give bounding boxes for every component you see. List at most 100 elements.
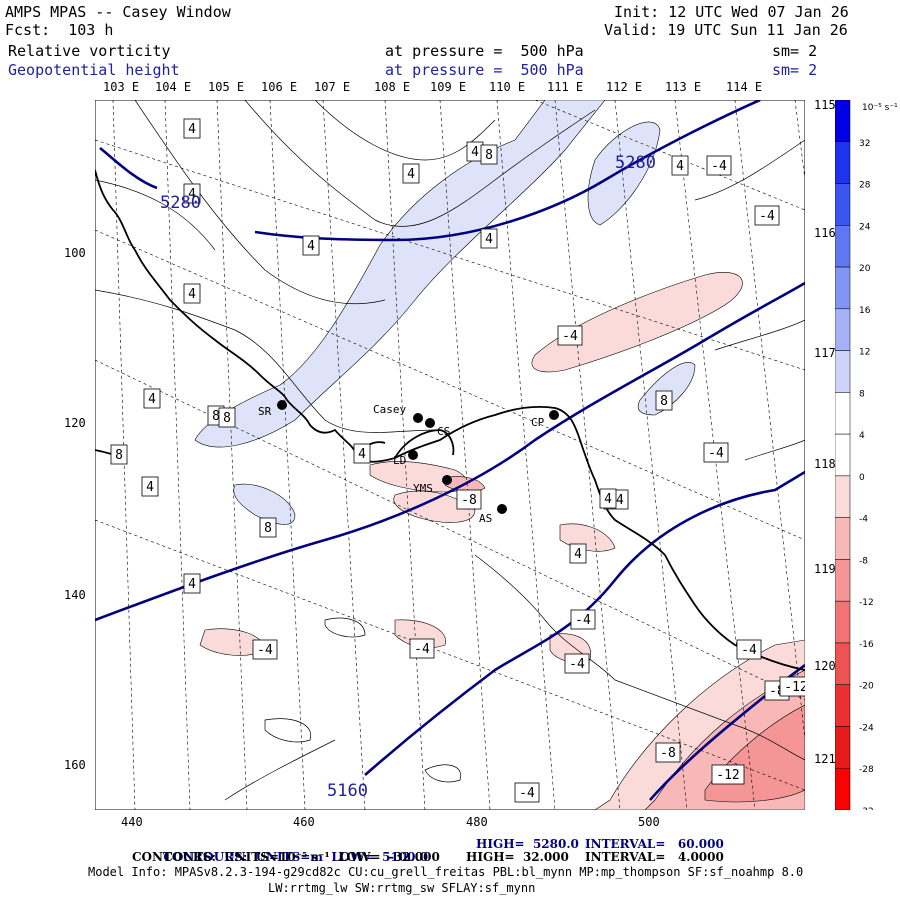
contour-label: -4: [711, 159, 727, 174]
contour-label: -4: [575, 613, 591, 628]
contour-label: 4: [146, 480, 154, 495]
colorbar-swatch: [835, 225, 851, 268]
y-axis-label: 100: [64, 246, 86, 260]
station-dot-casey: [413, 413, 423, 423]
colorbar-label: -24: [859, 723, 874, 733]
field1-name: Relative vorticity: [8, 42, 171, 60]
colorbar-label: 0: [859, 473, 865, 483]
contour-label: 8: [115, 448, 123, 463]
contour-label-box: [564, 653, 590, 674]
station-label-casey: Casey: [373, 403, 406, 416]
contour-label: 4: [148, 392, 156, 407]
contour-label-box: [569, 543, 587, 564]
station-dot-cs: [425, 418, 435, 428]
contour-label: 4: [574, 547, 582, 562]
x-axis-label: 500: [638, 815, 660, 829]
field1-level: at pressure = 500 hPa: [385, 42, 584, 60]
contour-label: 8: [223, 411, 231, 426]
station-label-ld: LD: [393, 454, 406, 467]
station-label-cp: CP: [531, 416, 545, 429]
lon-label: 113 E: [665, 80, 702, 94]
station-dot-cp: [549, 410, 559, 420]
colorbar-swatch: [835, 392, 851, 435]
contour-label-box: [402, 163, 420, 184]
colorbar-label: -20: [859, 682, 874, 692]
contour-label-box: [514, 782, 540, 803]
contour-label: -4: [414, 642, 430, 657]
window-title: AMPS MPAS -- Casey Window: [5, 3, 231, 21]
contour-label: 4: [188, 122, 196, 137]
colorbar-unit: 10⁻⁵ s⁻¹: [862, 103, 898, 113]
contour-label-box: [183, 283, 201, 304]
footer-vort-high: HIGH= 32.000: [466, 850, 569, 864]
contour-label-box: [456, 489, 482, 510]
colorbar-swatch: [835, 141, 851, 184]
contour-label: -4: [562, 329, 578, 344]
lon-label: 111 E: [547, 80, 584, 94]
colorbar-label: 12: [859, 348, 870, 358]
contour-label: 4: [407, 167, 415, 182]
lon-label: 114 E: [726, 80, 763, 94]
contour-label-box: [141, 476, 159, 497]
contour-label: -4: [519, 786, 535, 801]
contour-label-box: [353, 443, 371, 464]
field2-smoothing: sm= 2: [772, 61, 818, 79]
field1-smoothing: sm= 2: [772, 42, 818, 60]
contour-label-box: [143, 388, 161, 409]
colorbar-swatch: [835, 475, 851, 518]
contour-label-box: [754, 205, 780, 226]
lon-label: 108 E: [374, 80, 411, 94]
lon-label: 104 E: [155, 80, 192, 94]
colorbar-swatch: [835, 100, 851, 143]
height-contours: [95, 100, 805, 801]
contour-label: 8: [660, 394, 668, 409]
contour-label: -4: [257, 643, 273, 658]
positive-vorticity-shading: [194, 100, 696, 525]
contour-label: -12: [784, 680, 805, 695]
lon-label: 112 E: [606, 80, 643, 94]
colorbar-label: -4: [859, 515, 868, 525]
contour-label-box: [736, 639, 762, 660]
station-label-sr: SR: [258, 405, 272, 418]
footer-model-info: Model Info: MPASv8.2.3-194-g29cd82c CU:c…: [88, 865, 804, 879]
valid-time: Valid: 19 UTC Sun 11 Jan 26: [604, 21, 848, 39]
contour-label-box: [480, 228, 498, 249]
colorbar: 10⁻⁵ s⁻¹ 32 28 24 20 16 12 8 4 0 -4 -8 -12 -16 -20 -24 -…: [835, 100, 898, 810]
colorbar-swatch: [835, 183, 851, 226]
height-label-5160: 5160: [327, 781, 368, 801]
colorbar-swatch: [835, 308, 851, 351]
station-label-as: AS: [479, 512, 492, 525]
colorbar-swatch: [835, 726, 851, 769]
colorbar-swatch: [835, 266, 851, 310]
y-axis-label: 120: [64, 416, 86, 430]
footer-height-high: HIGH= 5280.0: [476, 837, 579, 851]
contour-label: -4: [759, 209, 775, 224]
footer-vort-contours: CONTOURS: UNITS=10⁻⁵ s⁻¹ LOW= -32.000: [132, 850, 440, 864]
contour-label: 8: [264, 521, 272, 536]
contour-label-box: [779, 676, 805, 697]
x-axis-label: 440: [121, 815, 143, 829]
forecast-hour: Fcst: 103 h: [5, 21, 114, 39]
footer-model-info-2: LW:rrtmg_lw SW:rrtmg_sw SFLAY:sf_mynn: [268, 881, 536, 895]
contour-label: -8: [660, 746, 676, 761]
colorbar-label: 28: [859, 181, 871, 191]
contour-label: 4: [188, 187, 196, 202]
contour-label-box: [557, 325, 583, 346]
contour-label-box: [302, 235, 320, 256]
contour-label-box: [110, 444, 128, 465]
contour-label: -4: [741, 643, 757, 658]
contour-label: 4: [307, 239, 315, 254]
lon-label: 105 E: [208, 80, 245, 94]
colorbar-label: 24: [859, 222, 871, 232]
contour-label-box: [706, 155, 732, 176]
contour-label: 4: [188, 287, 196, 302]
contour-label-box: [183, 183, 201, 204]
colorbar-label: -8: [859, 556, 868, 566]
contour-label: 8: [212, 409, 220, 424]
station-dot-ld: [408, 450, 418, 460]
station-label-cs: CS: [437, 425, 450, 438]
colorbar-label: 20: [859, 264, 871, 274]
y-axis-label: 140: [64, 588, 86, 602]
x-axis-label: 460: [293, 815, 315, 829]
